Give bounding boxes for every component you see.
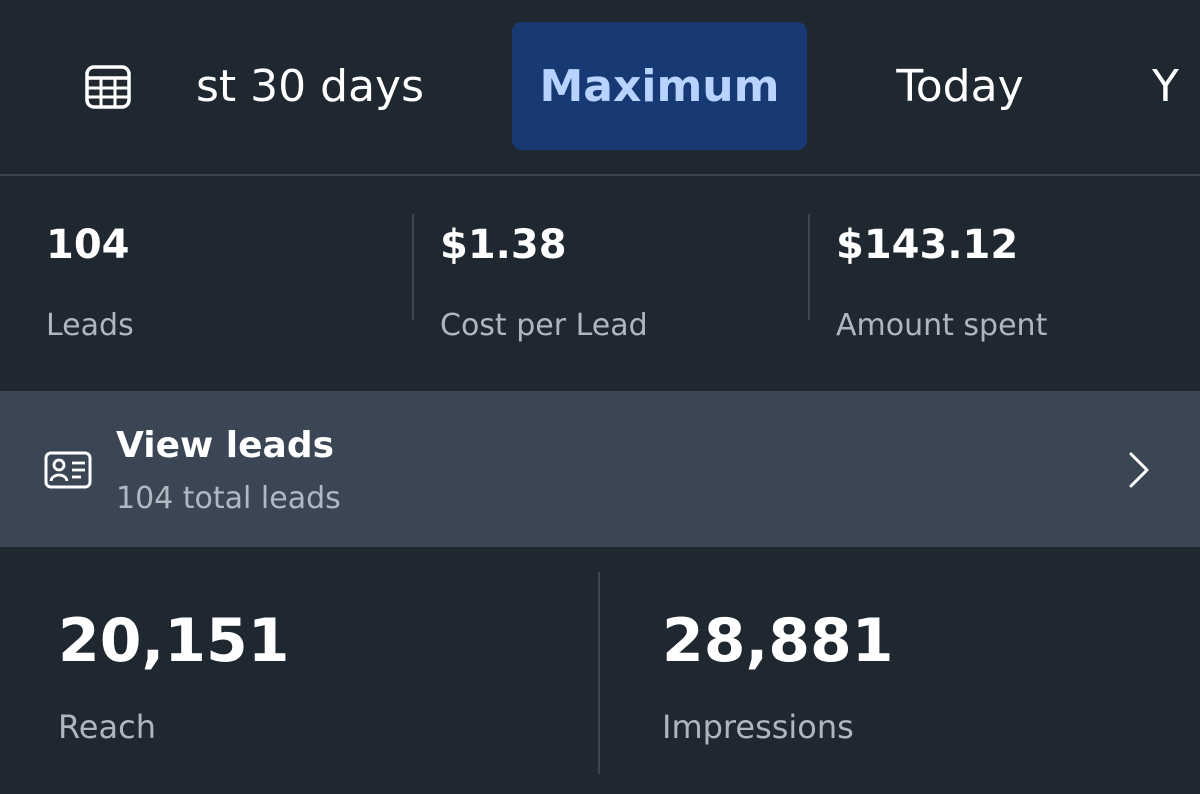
view-leads-title: View leads bbox=[116, 425, 335, 466]
impressions-value: 28,881 bbox=[662, 606, 894, 676]
amount-spent-label: Amount spent bbox=[836, 308, 1048, 343]
tab-today[interactable]: Today bbox=[896, 60, 1024, 112]
amount-spent-value: $143.12 bbox=[836, 222, 1019, 268]
leads-value: 104 bbox=[46, 222, 130, 268]
metric-divider bbox=[598, 572, 600, 774]
view-leads-row[interactable]: View leads 104 total leads bbox=[0, 391, 1200, 547]
reach-impressions-row: 20,151 Reach 28,881 Impressions bbox=[0, 548, 1200, 794]
summary-metrics: 104 Leads $1.38 Cost per Lead $143.12 Am… bbox=[0, 178, 1200, 390]
contact-card-icon bbox=[44, 451, 92, 489]
metric-divider bbox=[412, 214, 414, 320]
calendar-table-icon[interactable] bbox=[84, 64, 132, 110]
impressions-label: Impressions bbox=[662, 708, 854, 746]
total-leads-count: 104 total leads bbox=[116, 481, 341, 516]
metric-divider bbox=[808, 214, 810, 320]
date-range-tabs: st 30 days Maximum Today Y bbox=[0, 0, 1200, 176]
tab-maximum[interactable]: Maximum bbox=[512, 22, 807, 150]
leads-label: Leads bbox=[46, 308, 134, 343]
reach-label: Reach bbox=[58, 708, 156, 746]
cost-per-lead-label: Cost per Lead bbox=[440, 308, 648, 343]
tab-next-partial[interactable]: Y bbox=[1152, 60, 1179, 112]
tab-last-30-days[interactable]: st 30 days bbox=[196, 60, 424, 112]
chevron-right-icon[interactable] bbox=[1126, 450, 1152, 490]
cost-per-lead-value: $1.38 bbox=[440, 222, 567, 268]
reach-value: 20,151 bbox=[58, 606, 290, 676]
